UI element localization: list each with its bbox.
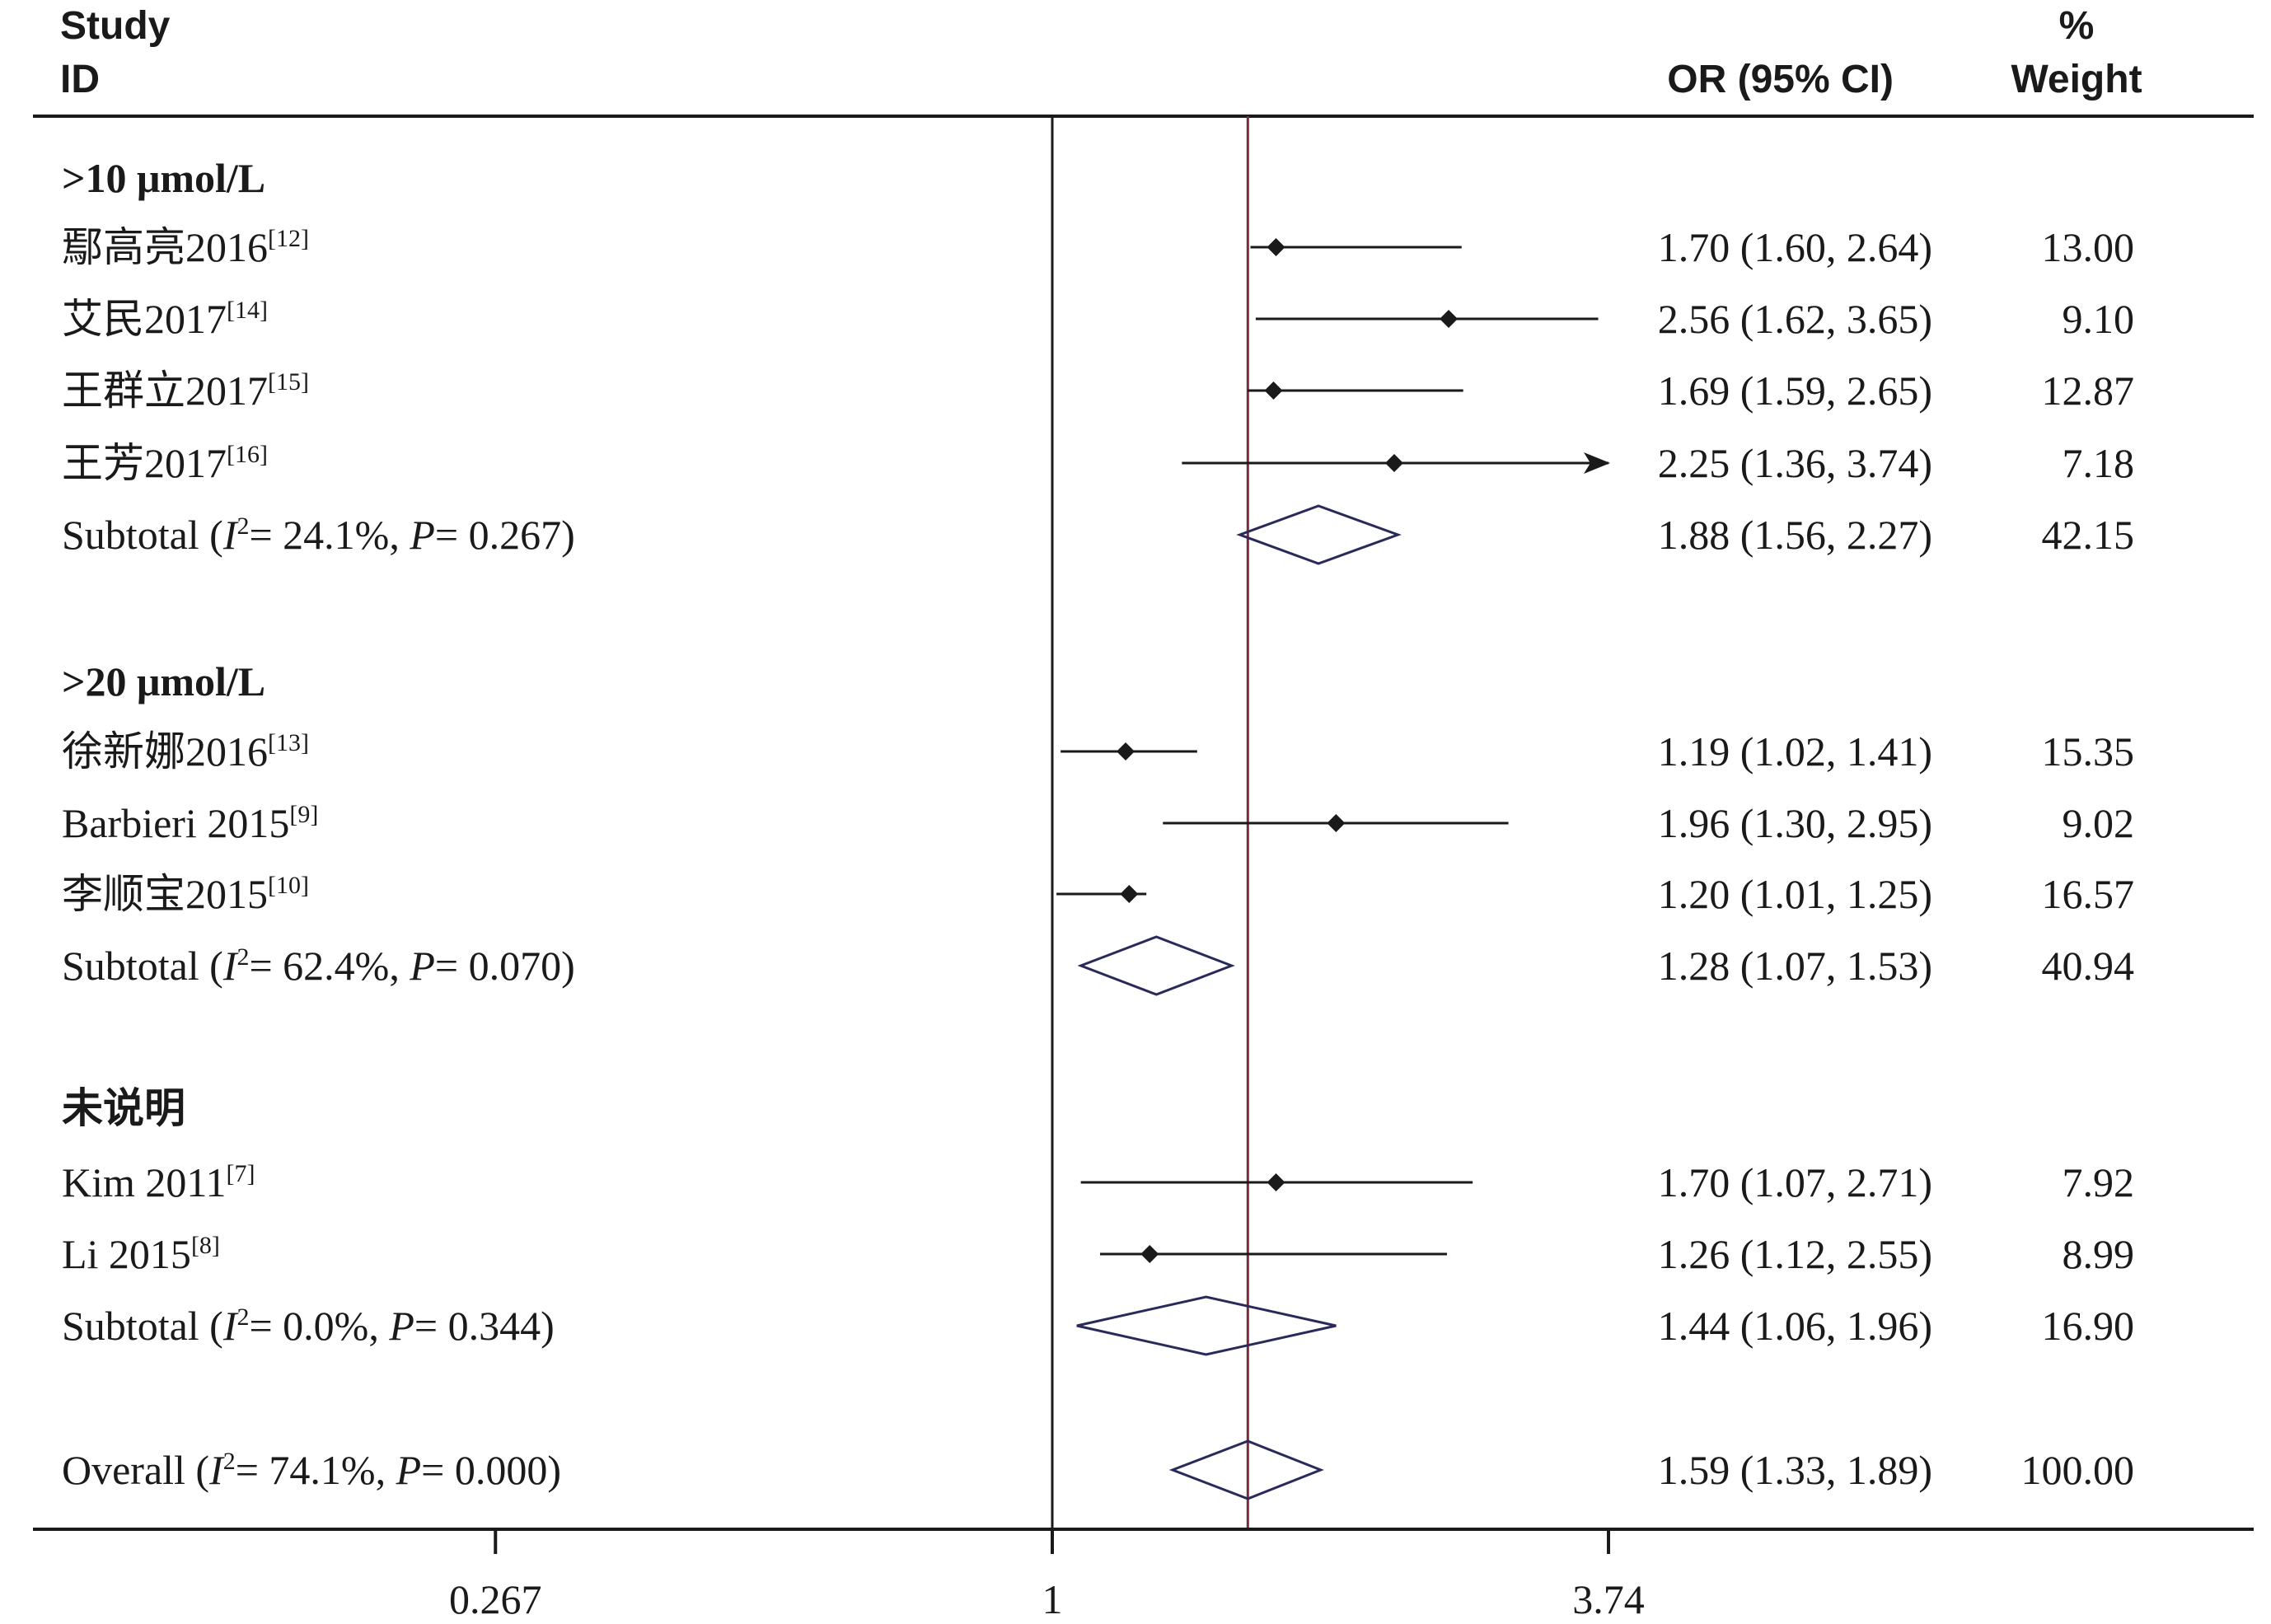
subtotal-diamond: [1076, 1295, 1337, 1356]
overall-label: Overall (I2= 74.1%, P= 0.000): [62, 1447, 561, 1493]
point-estimate: [1264, 381, 1283, 400]
study-weight: 9.10: [2063, 296, 2135, 342]
header-study: Study: [60, 4, 171, 48]
study-label: Barbieri 2015[9]: [62, 800, 318, 846]
group-heading: 未说明: [62, 1085, 185, 1131]
subtotal-or-ci: 1.88 (1.56, 2.27): [1658, 512, 1932, 558]
header-or-ci: OR (95% CI): [1667, 58, 1894, 101]
study-label: 鄢高亮2016[12]: [62, 224, 309, 270]
study-or-ci: 1.96 (1.30, 2.95): [1658, 800, 1932, 846]
study-label: 李顺宝2015[10]: [62, 871, 309, 917]
study-label: Li 2015[8]: [62, 1231, 220, 1277]
subtotal-or-ci: 1.44 (1.06, 1.96): [1658, 1303, 1932, 1349]
point-estimate: [1440, 310, 1459, 328]
study-or-ci: 1.26 (1.12, 2.55): [1658, 1231, 1932, 1277]
point-estimate: [1267, 1173, 1285, 1191]
group-heading: >10 μmol/L: [62, 155, 265, 201]
subtotal-label: Subtotal (I2= 0.0%, P= 0.344): [62, 1303, 555, 1349]
subtotal-label: Subtotal (I2= 24.1%, P= 0.267): [62, 512, 575, 558]
study-weight: 15.35: [2042, 728, 2135, 775]
study-or-ci: 1.69 (1.59, 2.65): [1658, 367, 1932, 414]
subtotal-weight: 40.94: [2042, 943, 2135, 989]
study-weight: 13.00: [2042, 224, 2135, 270]
point-estimate: [1327, 814, 1346, 832]
point-estimate: [1140, 1245, 1159, 1263]
study-weight: 7.92: [2063, 1159, 2135, 1205]
overall-or-ci: 1.59 (1.33, 1.89): [1658, 1447, 1932, 1493]
study-label: 王芳2017[16]: [62, 440, 268, 486]
overall-diamond: [1168, 1439, 1324, 1500]
subtotal-label: Subtotal (I2= 62.4%, P= 0.070): [62, 943, 575, 989]
subtotal-diamond: [1236, 504, 1402, 565]
study-weight: 9.02: [2063, 800, 2135, 846]
group-heading: >20 μmol/L: [62, 658, 265, 704]
point-estimate: [1384, 454, 1403, 472]
x-tick-label: 0.267: [449, 1576, 542, 1622]
x-axis-ticks: 0.267 1 3.74: [449, 1529, 1645, 1622]
header-id: ID: [60, 58, 100, 101]
x-tick-label: 3.74: [1572, 1576, 1645, 1622]
header-weight: Weight: [2011, 58, 2142, 101]
subtotal-weight: 42.15: [2042, 512, 2135, 558]
ci-arrow: [1584, 452, 1610, 474]
study-weight: 12.87: [2042, 367, 2135, 414]
point-estimate: [1120, 885, 1139, 903]
study-label: Kim 2011[7]: [62, 1159, 255, 1205]
subtotal-weight: 16.90: [2042, 1303, 2135, 1349]
subtotal-diamond: [1077, 935, 1235, 996]
study-label: 艾民2017[14]: [62, 296, 268, 342]
study-label: 王群立2017[15]: [62, 367, 309, 414]
study-label: 徐新娜2016[13]: [62, 728, 309, 775]
subtotal-or-ci: 1.28 (1.07, 1.53): [1658, 943, 1932, 989]
overall-weight: 100.00: [2021, 1447, 2135, 1493]
x-tick-label: 1: [1042, 1576, 1063, 1622]
study-weight: 8.99: [2063, 1231, 2135, 1277]
study-or-ci: 2.56 (1.62, 3.65): [1658, 296, 1932, 342]
point-estimate: [1267, 238, 1285, 256]
study-weight: 7.18: [2063, 440, 2135, 486]
study-or-ci: 1.19 (1.02, 1.41): [1658, 728, 1932, 775]
point-estimate: [1117, 742, 1136, 761]
study-or-ci: 2.25 (1.36, 3.74): [1658, 440, 1932, 486]
study-or-ci: 1.70 (1.07, 2.71): [1658, 1159, 1932, 1205]
header-percent: %: [2059, 4, 2095, 48]
study-or-ci: 1.70 (1.60, 2.64): [1658, 224, 1932, 270]
study-or-ci: 1.20 (1.01, 1.25): [1658, 871, 1932, 917]
study-weight: 16.57: [2042, 871, 2135, 917]
forest-rows: >10 μmol/L 鄢高亮2016[12] 1.70 (1.60, 2.64) 13…: [62, 116, 2134, 1529]
